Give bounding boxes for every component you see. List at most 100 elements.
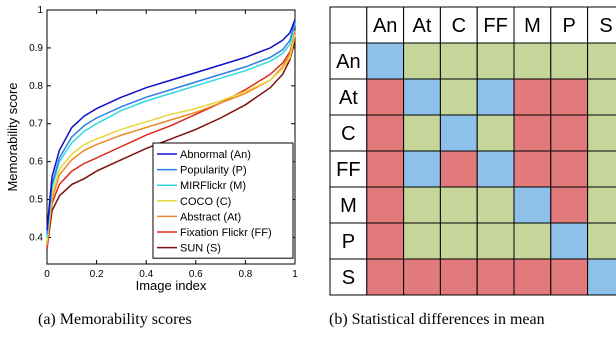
matrix-cell bbox=[550, 114, 589, 152]
row-label: P bbox=[342, 231, 355, 253]
matrix-cell bbox=[587, 150, 616, 188]
legend-label: Abnormal (An) bbox=[180, 149, 251, 161]
y-tick-label: 0.8 bbox=[29, 81, 43, 92]
row-label: An bbox=[336, 51, 360, 73]
matrix-cell bbox=[513, 150, 552, 188]
x-tick-label: 0.4 bbox=[139, 269, 153, 280]
row-label: C bbox=[341, 123, 355, 145]
matrix-cell bbox=[513, 42, 552, 80]
series-line bbox=[46, 34, 296, 242]
matrix-cell bbox=[439, 222, 478, 260]
matrix-cell bbox=[550, 258, 589, 296]
matrix-cell bbox=[513, 222, 552, 260]
matrix-cell bbox=[366, 150, 405, 188]
matrix-cell bbox=[550, 150, 589, 188]
matrix-cell bbox=[439, 78, 478, 116]
series-line bbox=[46, 32, 296, 249]
matrix-cell bbox=[366, 222, 405, 260]
matrix-cell bbox=[366, 258, 405, 296]
x-tick-label: 0 bbox=[44, 269, 50, 280]
matrix-cell bbox=[513, 78, 552, 116]
matrix-cell bbox=[403, 150, 441, 188]
legend-label: MIRFlickr (M) bbox=[180, 180, 246, 192]
series-line bbox=[46, 21, 296, 234]
y-tick-label: 0.4 bbox=[29, 232, 43, 243]
legend-label: Fixation Flickr (FF) bbox=[180, 227, 272, 239]
matrix-cell bbox=[587, 42, 616, 80]
x-tick-label: 0.2 bbox=[90, 269, 104, 280]
matrix-cell bbox=[587, 114, 616, 152]
row-label: S bbox=[342, 267, 355, 289]
row-header-cell bbox=[329, 78, 368, 116]
matrix-cell bbox=[439, 186, 478, 224]
column-label: At bbox=[413, 15, 432, 37]
matrix-cell bbox=[366, 78, 405, 116]
matrix-cell bbox=[550, 186, 589, 224]
y-axis-label: Memorability score bbox=[5, 82, 20, 191]
y-tick-label: 0.5 bbox=[29, 195, 43, 206]
header-cell bbox=[329, 6, 368, 44]
column-label: S bbox=[599, 15, 612, 37]
matrix-cell bbox=[587, 186, 616, 224]
y-tick-label: 1 bbox=[37, 5, 43, 16]
matrix-cell bbox=[439, 114, 478, 152]
matrix-cell bbox=[550, 42, 589, 80]
matrix-cell bbox=[403, 42, 441, 80]
x-axis-label: Image index bbox=[136, 278, 207, 293]
row-header-cell bbox=[329, 186, 368, 224]
series-line bbox=[46, 19, 296, 230]
legend-label: COCO (C) bbox=[180, 196, 231, 208]
row-header-cell bbox=[329, 150, 368, 188]
matrix-cell bbox=[587, 78, 616, 116]
column-label: P bbox=[563, 15, 576, 37]
matrix-cell bbox=[476, 78, 515, 116]
matrix-cell bbox=[476, 150, 515, 188]
matrix-cell bbox=[366, 186, 405, 224]
header-cell bbox=[439, 6, 478, 44]
matrix-cell bbox=[366, 114, 405, 152]
row-label: At bbox=[339, 87, 358, 109]
matrix-cell bbox=[476, 258, 515, 296]
legend-label: SUN (S) bbox=[180, 243, 221, 255]
matrix-cell bbox=[476, 42, 515, 80]
matrix-cell bbox=[366, 42, 405, 80]
matrix-cell bbox=[513, 258, 552, 296]
column-label: M bbox=[524, 15, 541, 37]
matrix-cell bbox=[403, 258, 441, 296]
matrix-cell bbox=[476, 222, 515, 260]
row-label: FF bbox=[336, 159, 360, 181]
matrix-cell bbox=[403, 222, 441, 260]
matrix-cell bbox=[476, 114, 515, 152]
memorability-line-chart: 0 0.2 0.4 0.6 0.8 1 0.4 0.5 0.6 0.7 0.8 0.9 1 Image i… bbox=[5, 5, 298, 293]
x-tick-label: 0.6 bbox=[189, 269, 203, 280]
matrix-cell bbox=[403, 114, 441, 152]
matrix-cell bbox=[513, 114, 552, 152]
x-tick-label: 0.8 bbox=[238, 269, 252, 280]
y-tick-label: 0.7 bbox=[29, 119, 43, 130]
legend-label: Popularity (P) bbox=[180, 165, 247, 177]
matrix-cell bbox=[550, 222, 589, 260]
matrix-cell bbox=[587, 222, 616, 260]
row-label: M bbox=[340, 195, 357, 217]
caption-statistical-differences: (b) Statistical differences in mean bbox=[329, 311, 545, 328]
matrix-cell bbox=[403, 78, 441, 116]
matrix-cell bbox=[476, 186, 515, 224]
matrix-cell bbox=[403, 186, 441, 224]
y-tick-label: 0.6 bbox=[29, 157, 43, 168]
column-label: An bbox=[373, 15, 397, 37]
column-label: C bbox=[452, 15, 466, 37]
matrix-cell bbox=[439, 258, 478, 296]
matrix-cell bbox=[439, 150, 478, 188]
matrix-cell bbox=[513, 186, 552, 224]
header-cell bbox=[403, 6, 441, 44]
y-tick-label: 0.9 bbox=[29, 43, 43, 54]
matrix-cell bbox=[550, 78, 589, 116]
column-label: FF bbox=[483, 15, 507, 37]
x-tick-label: 1 bbox=[292, 269, 298, 280]
matrix-cell bbox=[439, 42, 478, 80]
legend-label: Abstract (At) bbox=[180, 211, 241, 223]
header-cell bbox=[476, 6, 515, 44]
series-line bbox=[46, 23, 296, 238]
